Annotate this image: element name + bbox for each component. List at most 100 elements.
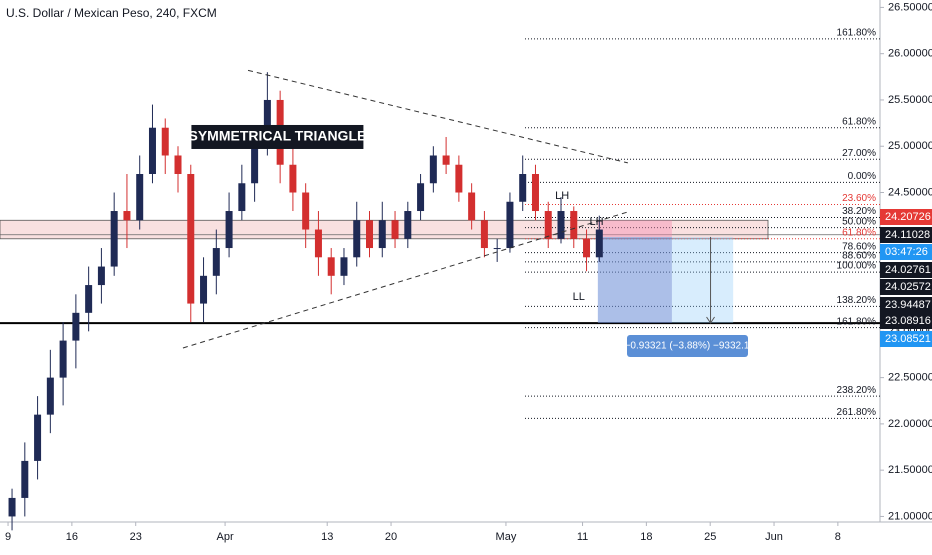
candle-body	[340, 257, 348, 276]
trendline	[247, 69, 628, 164]
x-tick-label: 18	[640, 531, 652, 543]
y-tick-label: 21.50000	[888, 464, 932, 476]
candle-body	[366, 220, 374, 249]
candle-body	[519, 174, 527, 202]
candle-body	[314, 229, 322, 258]
candle-body	[123, 211, 131, 221]
x-tick-label: 23	[130, 531, 142, 543]
price-label-box	[880, 227, 932, 243]
candle-body	[161, 127, 169, 156]
fib-label: 161.80%	[837, 28, 877, 39]
y-tick-label: 22.00000	[888, 418, 932, 430]
candle-body	[8, 497, 16, 517]
price-label-box	[880, 262, 932, 278]
candle-body	[251, 146, 259, 184]
candle-body	[557, 211, 565, 239]
candle-body	[85, 285, 93, 313]
price-label: 23.08521	[885, 333, 931, 345]
price-label: 23.94487	[885, 299, 931, 311]
stop-area	[597, 220, 672, 237]
candle-body	[34, 414, 42, 461]
candle-body	[417, 183, 425, 212]
candle-body	[480, 220, 488, 249]
candle-body	[506, 201, 514, 249]
price-label: 23.08916	[885, 315, 931, 327]
candle-body	[404, 211, 412, 239]
chart-title: U.S. Dollar / Mexican Peso, 240, FXCM	[6, 6, 217, 20]
candle-body	[21, 460, 29, 498]
fib-label: 61.80%	[842, 116, 876, 127]
annotation: LH	[590, 216, 604, 228]
candle-body	[429, 155, 437, 184]
fib-label: 0.00%	[848, 171, 876, 182]
candle-body	[263, 99, 271, 147]
x-tick-label: Apr	[217, 531, 234, 543]
x-tick-label: 16	[66, 531, 78, 543]
price-label: 24.20726	[885, 211, 931, 223]
candle-body	[353, 220, 361, 258]
fib-label: 61.80%	[842, 227, 876, 238]
x-tick-label: May	[496, 531, 517, 543]
candle-body	[148, 127, 156, 174]
fib-label: 50.00%	[842, 216, 876, 227]
price-label-box	[880, 279, 932, 295]
candle-body	[46, 377, 54, 415]
candle-body	[595, 229, 603, 258]
x-tick-label: 13	[321, 531, 333, 543]
y-tick-label: 22.50000	[888, 372, 932, 384]
candle-body	[136, 174, 144, 221]
annotation-box	[191, 124, 364, 149]
y-tick-label: 26.50000	[888, 1, 932, 13]
position-label: −0.93321 (−3.88%) −9332.1	[625, 341, 750, 352]
fib-label: 261.80%	[837, 407, 877, 418]
fib-label: 100.00%	[837, 261, 877, 272]
candle-body	[493, 248, 501, 250]
y-tick-label: 25.00000	[888, 140, 932, 152]
candle-body	[200, 275, 208, 304]
x-tick-label: 25	[704, 531, 716, 543]
x-tick-label: 20	[385, 531, 397, 543]
fib-label: 27.00%	[842, 148, 876, 159]
y-tick-label: 25.50000	[888, 94, 932, 106]
price-label-box	[880, 244, 932, 260]
candle-body	[72, 312, 80, 341]
annotation: SYMMETRICAL TRIANGLE	[188, 128, 366, 144]
price-label-box	[880, 209, 932, 225]
candle-body	[97, 266, 105, 286]
candle-body	[455, 164, 463, 193]
x-tick-label: 9	[5, 531, 11, 543]
fib-label: 238.20%	[837, 385, 877, 396]
candle-body	[468, 192, 476, 221]
candle-body	[302, 192, 310, 230]
candle-body	[327, 257, 335, 276]
price-label-box	[880, 313, 932, 329]
fib-label: 161.80%	[837, 316, 877, 327]
candle-body	[391, 220, 399, 239]
y-tick-label: 24.50000	[888, 186, 932, 198]
price-label: 03:47:26	[885, 246, 928, 258]
fib-label: 38.20%	[842, 206, 876, 217]
candle-body	[238, 183, 246, 212]
candle-body	[531, 174, 539, 212]
x-tick-label: Jun	[765, 531, 783, 543]
candle-body	[378, 220, 386, 249]
x-tick-label: 11	[577, 531, 588, 543]
fib-label: 78.60%	[842, 241, 876, 252]
target-area-past	[597, 236, 672, 324]
fib-label: 138.20%	[837, 295, 877, 306]
candle-body	[187, 174, 195, 304]
price-label: 24.11028	[885, 229, 930, 241]
annotation: LH	[555, 190, 569, 202]
position-label-box	[627, 335, 748, 358]
plot-layer: 26.50000 26.00000 25.50000 25.00000 24.50000…	[0, 1, 932, 543]
y-tick-label: 21.00000	[888, 510, 932, 522]
candle-body	[59, 340, 67, 378]
candle-body	[544, 211, 552, 239]
candle-body	[583, 238, 591, 258]
x-tick-label: 8	[835, 531, 841, 543]
price-label: 24.02572	[885, 281, 931, 293]
arrow-head	[706, 316, 715, 324]
annotation: LL	[573, 291, 585, 303]
candle-body	[110, 211, 118, 267]
